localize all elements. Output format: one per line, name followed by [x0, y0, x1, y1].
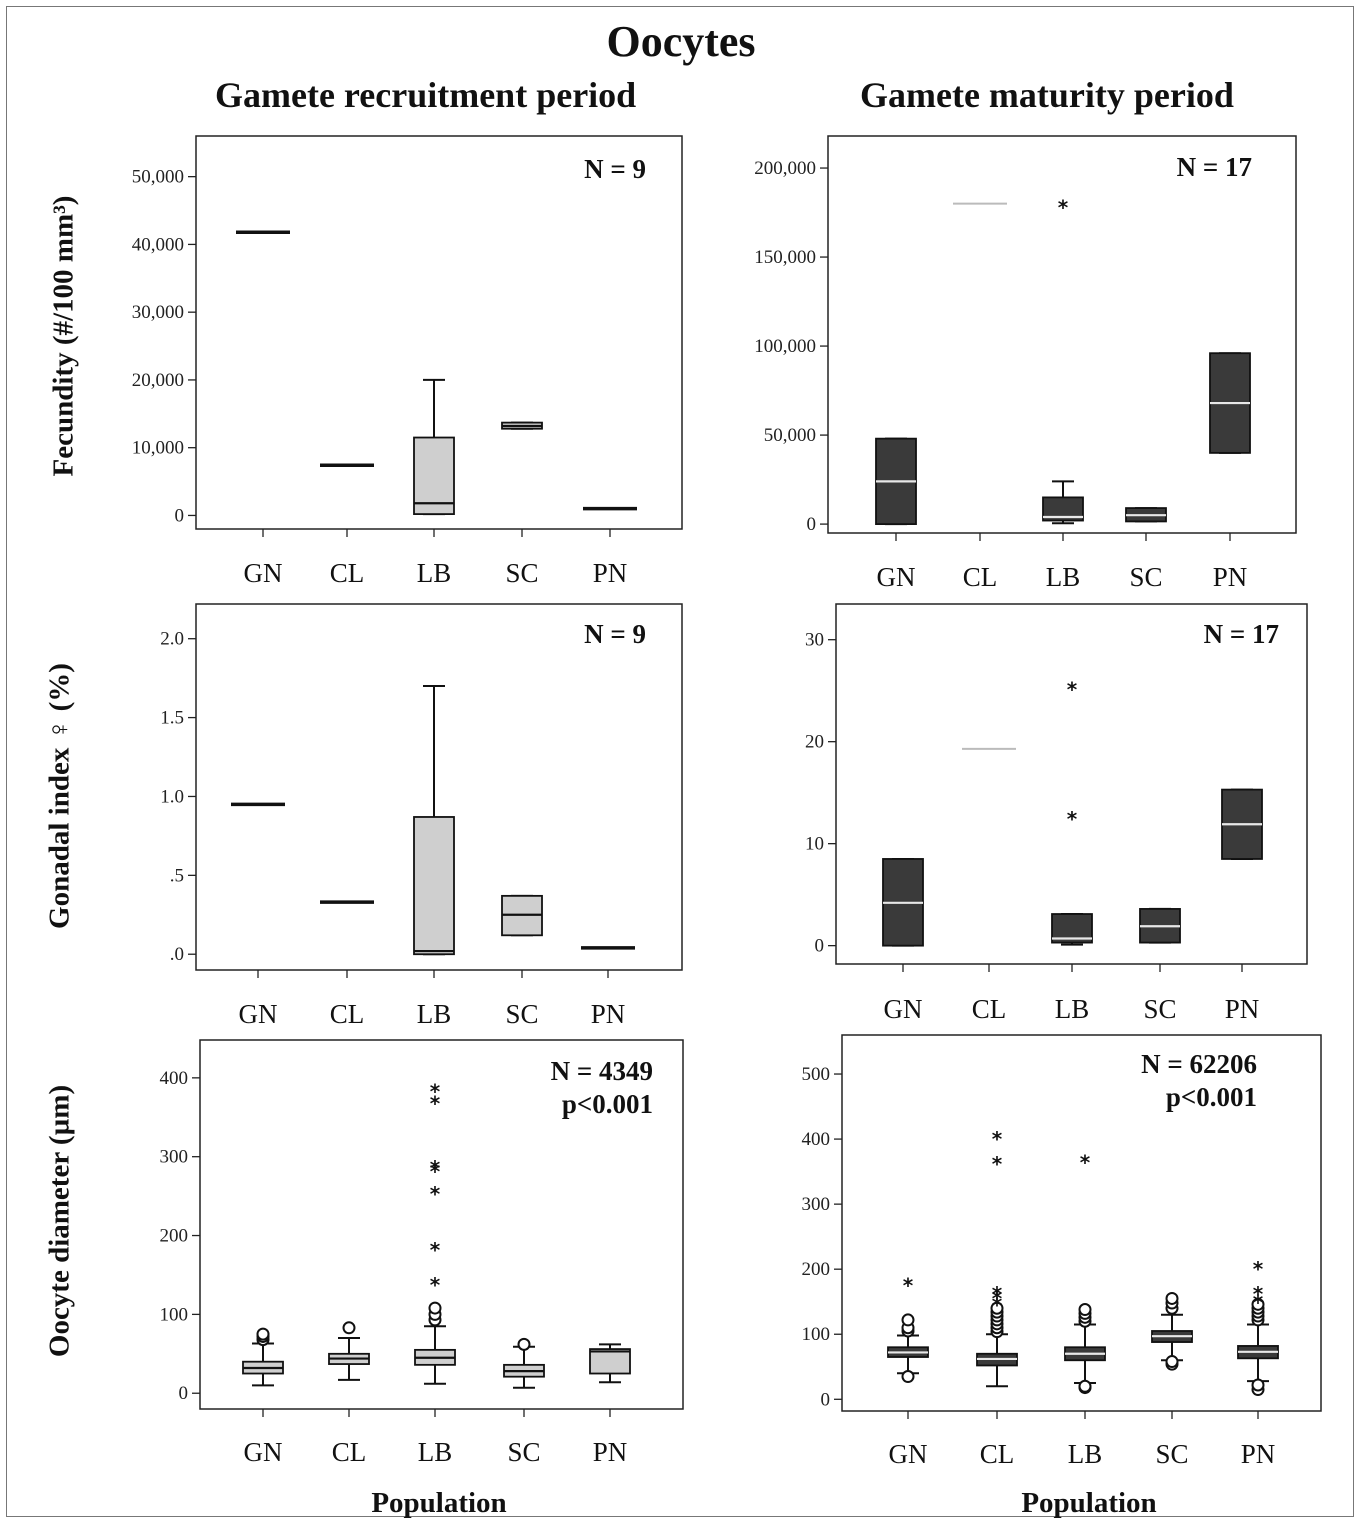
column-title-recruitment: Gamete recruitment period — [215, 75, 637, 115]
x-axis-title-right: Population — [1021, 1487, 1157, 1519]
column-title-maturity: Gamete maturity period — [860, 75, 1234, 115]
y-axis-label-gonadal-index: Gonadal index ♀ (%) — [43, 663, 76, 929]
y-axis-label-oocyte-diameter: Oocyte diameter (µm) — [43, 1084, 76, 1358]
y-axis-label-fecundity: Fecundity (#/100 mm³) — [47, 195, 80, 477]
figure-frame — [6, 6, 1354, 1517]
x-axis-title-left: Population — [371, 1487, 507, 1519]
figure-title: Oocytes — [606, 17, 756, 66]
